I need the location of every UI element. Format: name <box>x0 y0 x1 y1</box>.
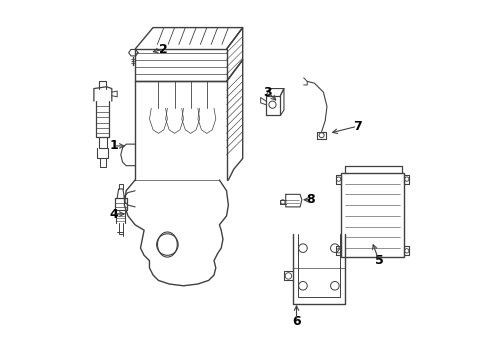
Text: 3: 3 <box>263 86 271 99</box>
Text: 6: 6 <box>292 315 300 328</box>
Text: 4: 4 <box>109 208 118 221</box>
Text: 2: 2 <box>159 42 168 55</box>
Text: 8: 8 <box>306 193 314 206</box>
Text: 1: 1 <box>109 139 118 152</box>
Text: 7: 7 <box>352 120 361 133</box>
FancyBboxPatch shape <box>341 173 403 257</box>
Text: 5: 5 <box>374 254 383 267</box>
